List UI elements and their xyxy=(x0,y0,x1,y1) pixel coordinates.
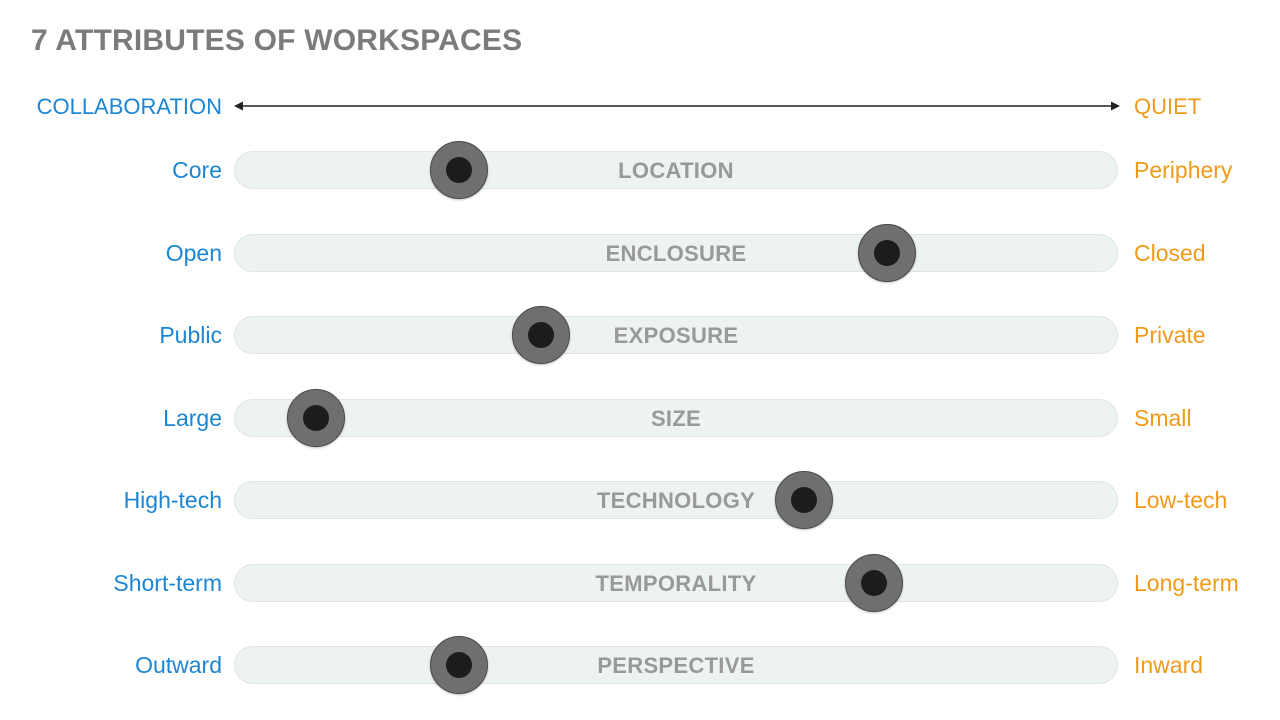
slider-knob[interactable] xyxy=(845,554,904,612)
row-left-label: Short-term xyxy=(113,570,222,596)
row-right-label: Closed xyxy=(1134,240,1206,266)
axis-label-quiet: QUIET xyxy=(1134,94,1202,119)
slider-track[interactable] xyxy=(234,481,1118,519)
row-left-label: Core xyxy=(172,157,222,183)
slider-track[interactable] xyxy=(234,234,1118,272)
slider-track[interactable] xyxy=(234,399,1118,437)
row-left-label: Open xyxy=(165,240,222,266)
slider-track[interactable] xyxy=(234,564,1118,602)
attribute-row-technology: High-tech TECHNOLOGY Low-tech xyxy=(0,471,1280,529)
row-right-label: Long-term xyxy=(1134,570,1239,596)
double-arrow-axis xyxy=(234,101,1120,111)
slider-track[interactable] xyxy=(234,151,1118,189)
attribute-row-temporality: Short-term TEMPORALITY Long-term xyxy=(0,554,1280,612)
slider-track[interactable] xyxy=(234,646,1118,684)
row-right-label: Inward xyxy=(1134,652,1204,678)
row-left-label: High-tech xyxy=(123,487,222,513)
attribute-row-perspective: Outward PERSPECTIVE Inward xyxy=(0,636,1280,694)
row-right-label: Private xyxy=(1134,322,1206,348)
row-right-label: Low-tech xyxy=(1134,487,1228,513)
row-left-label: Outward xyxy=(135,652,222,678)
slider-knob[interactable] xyxy=(858,224,917,282)
slider-knob[interactable] xyxy=(430,141,489,199)
row-right-label: Small xyxy=(1134,405,1192,431)
page-title: 7 ATTRIBUTES OF WORKSPACES xyxy=(31,24,523,57)
axis-label-collaboration: COLLABORATION xyxy=(36,94,222,119)
slider-knob[interactable] xyxy=(775,471,834,529)
slider-knob[interactable] xyxy=(430,636,489,694)
attribute-row-enclosure: Open ENCLOSURE Closed xyxy=(0,224,1280,282)
row-right-label: Periphery xyxy=(1134,157,1233,183)
slider-knob[interactable] xyxy=(287,389,346,447)
slider-knob[interactable] xyxy=(511,306,570,364)
attribute-row-size: Large SIZE Small xyxy=(0,389,1280,447)
row-left-label: Large xyxy=(163,405,222,431)
slider-track[interactable] xyxy=(234,316,1118,354)
attribute-row-location: Core LOCATION Periphery xyxy=(0,141,1280,199)
row-left-label: Public xyxy=(159,322,222,348)
attribute-row-exposure: Public EXPOSURE Private xyxy=(0,306,1280,364)
